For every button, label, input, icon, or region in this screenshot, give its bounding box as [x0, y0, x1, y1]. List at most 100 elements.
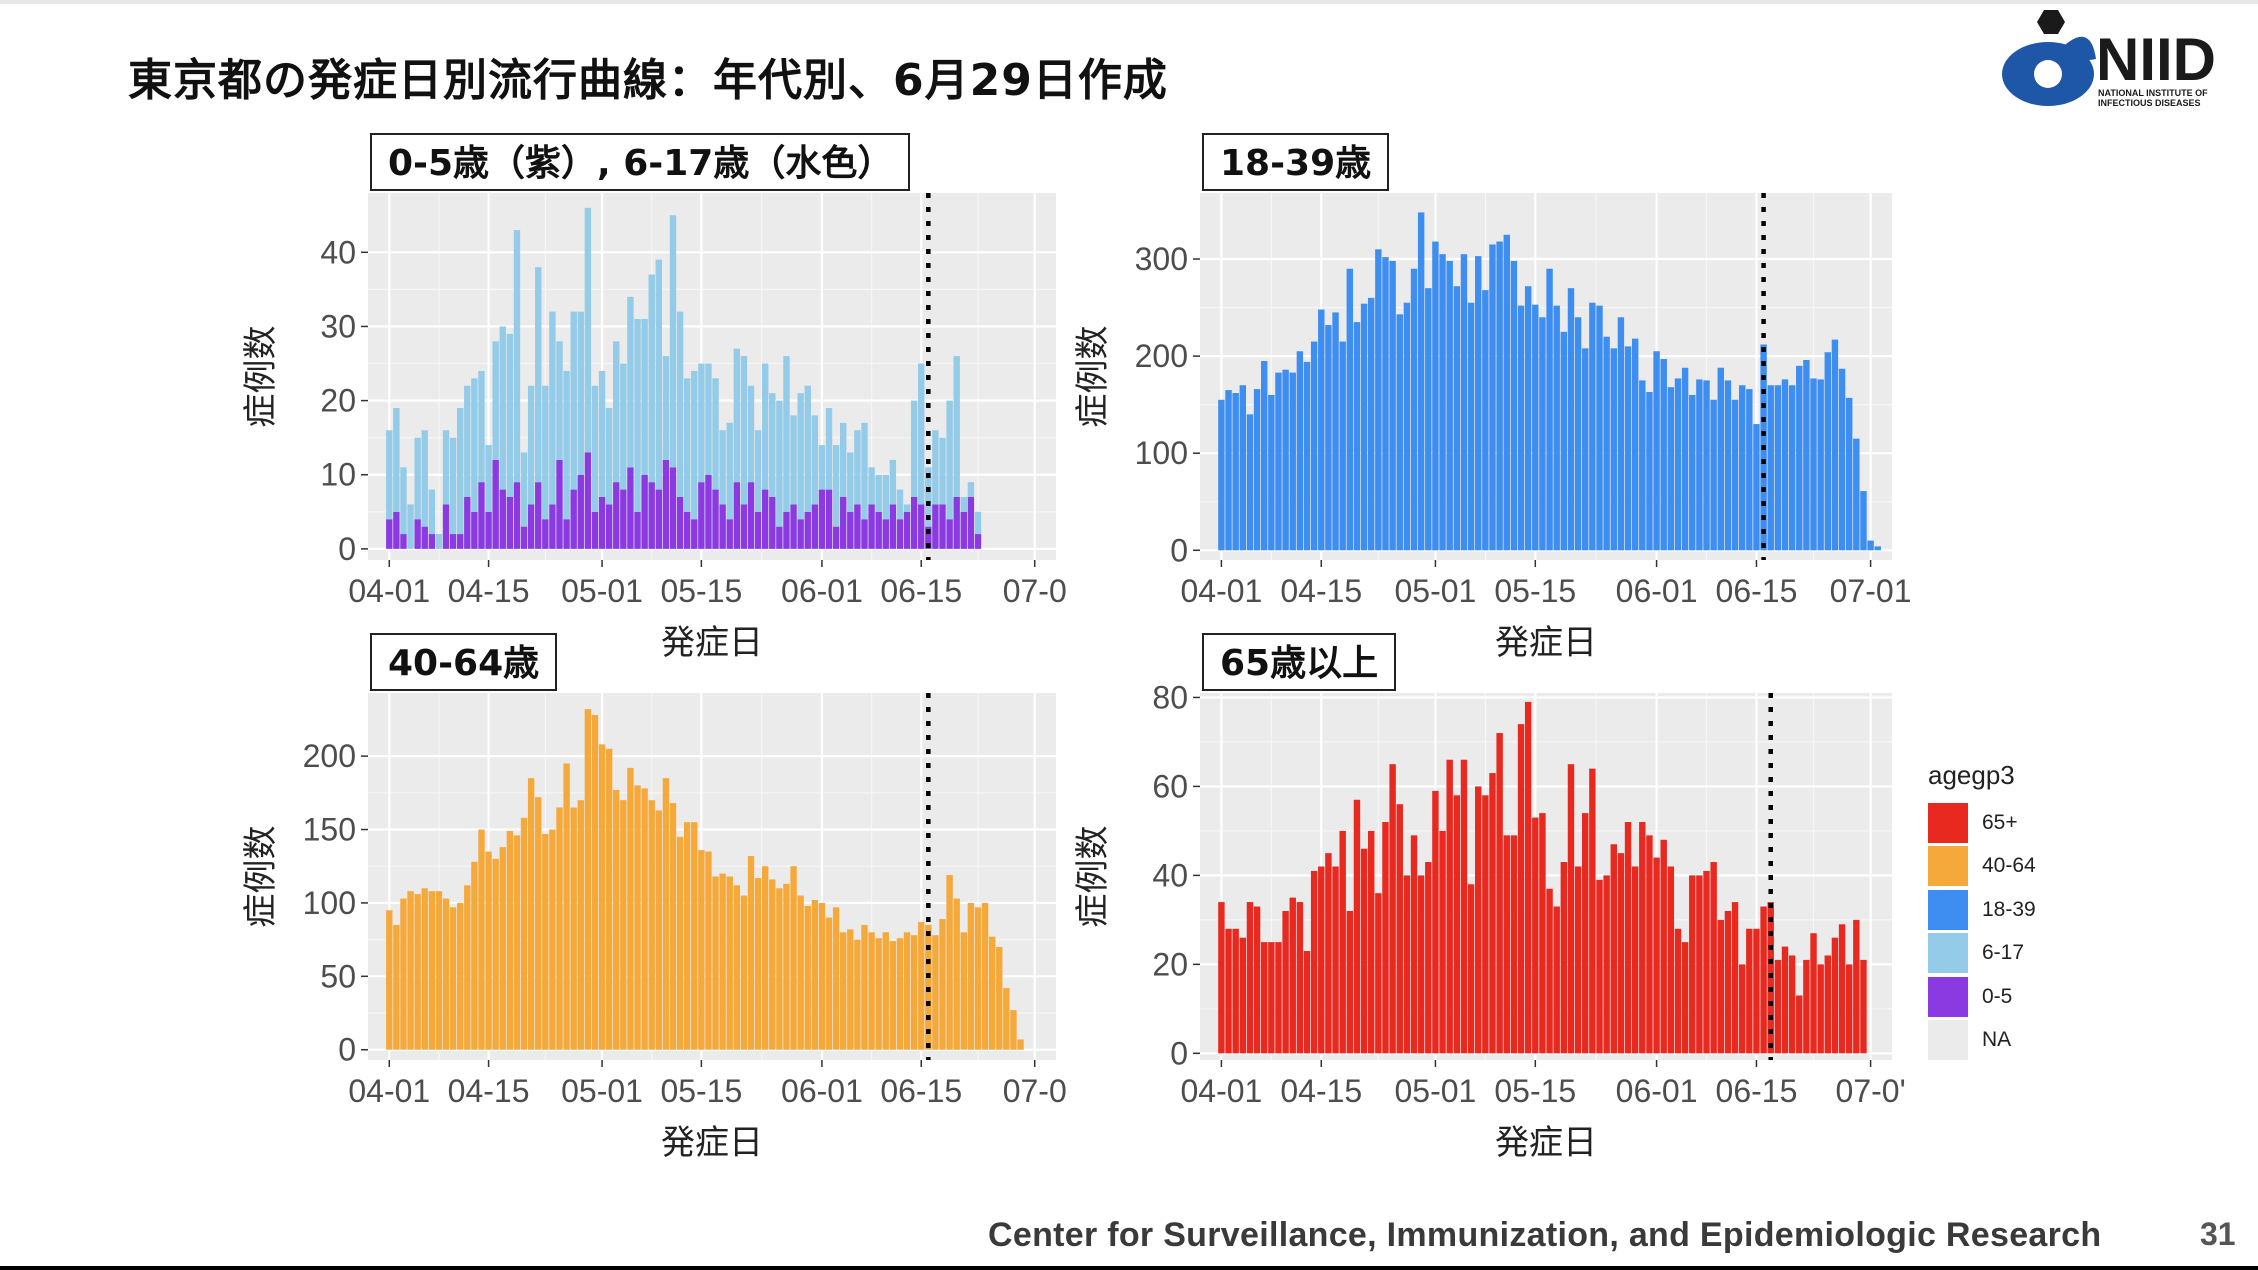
bar — [457, 408, 464, 535]
bar — [953, 496, 960, 549]
bar — [542, 385, 549, 520]
x-tick-label: 06-01 — [1616, 573, 1698, 609]
legend-label: 6-17 — [1982, 941, 2025, 965]
bar — [1717, 919, 1724, 1054]
bar — [1232, 393, 1239, 551]
bar — [1788, 955, 1796, 1054]
bar — [1375, 893, 1382, 1054]
bar — [449, 534, 457, 549]
panel-label-0: 0-5歳（紫）, 6-17歳（水色） — [370, 133, 910, 191]
bar — [1318, 866, 1325, 1054]
bar — [733, 348, 741, 483]
bar — [1403, 302, 1411, 551]
svg-text:NATIONAL INSTITUTE OF: NATIONAL INSTITUTE OF — [2098, 88, 2208, 98]
bar — [818, 445, 826, 490]
bar — [1289, 897, 1296, 1054]
bar — [825, 489, 833, 549]
bar — [712, 489, 719, 549]
legend: agegp3 65+ 40-64 18-39 6-17 0-5 NA — [1928, 760, 2036, 1062]
bar — [726, 519, 733, 549]
y-tick-label: 30 — [320, 308, 356, 344]
bar — [1325, 325, 1332, 551]
bar — [421, 888, 428, 1050]
bar — [549, 504, 556, 549]
bar — [1232, 928, 1239, 1054]
bar — [1489, 244, 1496, 551]
bar — [1432, 790, 1439, 1054]
bar — [1731, 399, 1739, 551]
bar — [598, 744, 606, 1050]
bar — [669, 467, 677, 549]
chart-panel-0: 04-01 04-15 05-01 05-15 06-01 06-15 07-0 0 10 20 3… — [241, 193, 1067, 663]
bar — [719, 504, 726, 549]
bar — [1539, 813, 1546, 1054]
bar — [591, 715, 599, 1050]
bar — [598, 496, 606, 549]
bar — [570, 489, 577, 549]
bar — [818, 902, 826, 1050]
bar — [1724, 910, 1732, 1054]
bar — [939, 919, 946, 1050]
bar — [1460, 759, 1468, 1054]
bar — [1817, 379, 1824, 551]
x-tick-label: 07-01 — [1830, 573, 1912, 609]
bar — [1660, 839, 1667, 1054]
x-tick-label: 05-01 — [1395, 1073, 1477, 1109]
niid-logo: NIID NATIONAL INSTITUTE OF INFECTIOUS DI… — [2002, 10, 2216, 108]
bar — [776, 888, 783, 1050]
bar — [549, 311, 556, 505]
x-tick-label: 05-15 — [1494, 1073, 1576, 1109]
bar — [1268, 942, 1275, 1054]
bar — [896, 519, 904, 549]
bar — [1746, 928, 1753, 1054]
bar — [535, 482, 542, 549]
legend-item-40-64: 40-64 — [1928, 845, 2036, 889]
bar — [641, 474, 648, 549]
bar — [1574, 866, 1582, 1054]
bar — [407, 891, 414, 1050]
y-tick-label: 80 — [1152, 679, 1188, 715]
bar — [655, 489, 662, 549]
legend-item-65+: 65+ — [1928, 801, 2036, 845]
bar — [1453, 795, 1461, 1054]
bar — [1567, 288, 1575, 551]
bar — [705, 851, 712, 1050]
bar — [634, 511, 641, 549]
bar — [861, 924, 868, 1050]
bar — [669, 803, 677, 1050]
bar — [435, 534, 443, 549]
bar — [769, 393, 776, 497]
bar — [967, 902, 975, 1050]
bar — [542, 519, 549, 549]
bar — [1296, 351, 1304, 551]
bar — [520, 817, 528, 1050]
bar — [1546, 268, 1553, 551]
bar — [1860, 959, 1867, 1054]
bar — [613, 482, 620, 549]
bar — [1261, 942, 1268, 1054]
bar — [1781, 379, 1789, 551]
bar — [1425, 862, 1432, 1054]
bar — [648, 482, 655, 549]
bar — [1460, 254, 1468, 551]
bar — [1489, 773, 1496, 1054]
bar — [648, 274, 655, 483]
bar — [676, 311, 684, 497]
bar — [1425, 288, 1432, 551]
legend-swatch — [1928, 976, 1968, 1017]
bar — [1396, 804, 1403, 1054]
bar — [591, 511, 599, 549]
y-tick-label: 50 — [320, 958, 356, 994]
bar — [903, 511, 911, 549]
logo-text: NIID — [2096, 26, 2216, 93]
bar — [485, 851, 492, 1050]
bar — [1639, 822, 1646, 1054]
bar — [953, 356, 960, 497]
bar — [506, 496, 514, 549]
bar — [662, 356, 670, 460]
bar — [1375, 249, 1382, 551]
bar — [1596, 879, 1603, 1054]
bar — [705, 474, 712, 549]
y-tick-label: 150 — [303, 812, 356, 848]
bar — [1218, 399, 1225, 551]
